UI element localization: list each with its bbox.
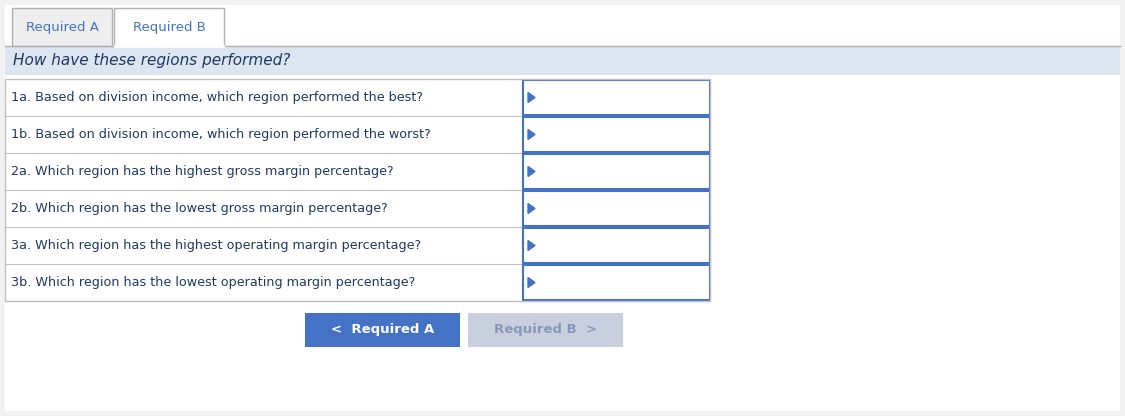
Bar bbox=[523, 80, 710, 115]
Polygon shape bbox=[528, 277, 536, 287]
Text: Required B: Required B bbox=[133, 20, 206, 34]
Bar bbox=[4, 190, 710, 227]
Bar bbox=[468, 313, 623, 347]
Bar bbox=[4, 79, 710, 116]
Bar bbox=[4, 264, 710, 301]
Bar bbox=[4, 227, 710, 264]
Polygon shape bbox=[528, 129, 536, 139]
Bar bbox=[523, 228, 710, 263]
Text: 2b. Which region has the lowest gross margin percentage?: 2b. Which region has the lowest gross ma… bbox=[11, 202, 388, 215]
Bar bbox=[523, 191, 710, 226]
Polygon shape bbox=[528, 203, 536, 213]
Polygon shape bbox=[528, 92, 536, 102]
Text: 2a. Which region has the highest gross margin percentage?: 2a. Which region has the highest gross m… bbox=[11, 165, 394, 178]
Bar bbox=[12, 8, 113, 46]
Bar bbox=[4, 79, 710, 301]
Text: 1a. Based on division income, which region performed the best?: 1a. Based on division income, which regi… bbox=[11, 91, 423, 104]
Polygon shape bbox=[528, 240, 536, 250]
Bar bbox=[4, 47, 1120, 75]
Bar bbox=[523, 154, 710, 189]
Text: 3b. Which region has the lowest operating margin percentage?: 3b. Which region has the lowest operatin… bbox=[11, 276, 415, 289]
Bar bbox=[114, 8, 224, 46]
Text: 1b. Based on division income, which region performed the worst?: 1b. Based on division income, which regi… bbox=[11, 128, 431, 141]
Bar bbox=[523, 117, 710, 152]
Bar bbox=[523, 265, 710, 300]
Polygon shape bbox=[528, 166, 536, 176]
Text: Required B  >: Required B > bbox=[494, 324, 597, 337]
Bar bbox=[305, 313, 460, 347]
Bar bbox=[4, 116, 710, 153]
Text: <  Required A: < Required A bbox=[331, 324, 434, 337]
Text: 3a. Which region has the highest operating margin percentage?: 3a. Which region has the highest operati… bbox=[11, 239, 421, 252]
Text: How have these regions performed?: How have these regions performed? bbox=[14, 54, 290, 69]
Bar bbox=[4, 153, 710, 190]
Text: Required A: Required A bbox=[26, 20, 99, 34]
